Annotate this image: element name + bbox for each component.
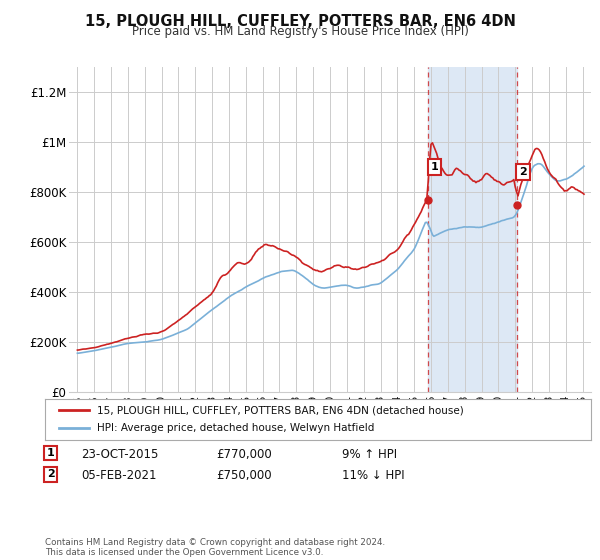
- Text: 15, PLOUGH HILL, CUFFLEY, POTTERS BAR, EN6 4DN (detached house): 15, PLOUGH HILL, CUFFLEY, POTTERS BAR, E…: [97, 405, 464, 415]
- Text: 11% ↓ HPI: 11% ↓ HPI: [342, 469, 404, 482]
- Text: Price paid vs. HM Land Registry's House Price Index (HPI): Price paid vs. HM Land Registry's House …: [131, 25, 469, 38]
- Text: 1: 1: [431, 162, 438, 172]
- Text: £750,000: £750,000: [216, 469, 272, 482]
- Text: HPI: Average price, detached house, Welwyn Hatfield: HPI: Average price, detached house, Welw…: [97, 423, 374, 433]
- Text: 1: 1: [47, 448, 55, 458]
- Text: 2: 2: [519, 167, 527, 177]
- Bar: [428, 67, 517, 392]
- Text: 15, PLOUGH HILL, CUFFLEY, POTTERS BAR, EN6 4DN: 15, PLOUGH HILL, CUFFLEY, POTTERS BAR, E…: [85, 14, 515, 29]
- Text: Contains HM Land Registry data © Crown copyright and database right 2024.
This d: Contains HM Land Registry data © Crown c…: [45, 538, 385, 557]
- Text: 23-OCT-2015: 23-OCT-2015: [81, 448, 158, 461]
- Text: £770,000: £770,000: [216, 448, 272, 461]
- Text: 05-FEB-2021: 05-FEB-2021: [81, 469, 157, 482]
- Text: 9% ↑ HPI: 9% ↑ HPI: [342, 448, 397, 461]
- Text: 2: 2: [47, 469, 55, 479]
